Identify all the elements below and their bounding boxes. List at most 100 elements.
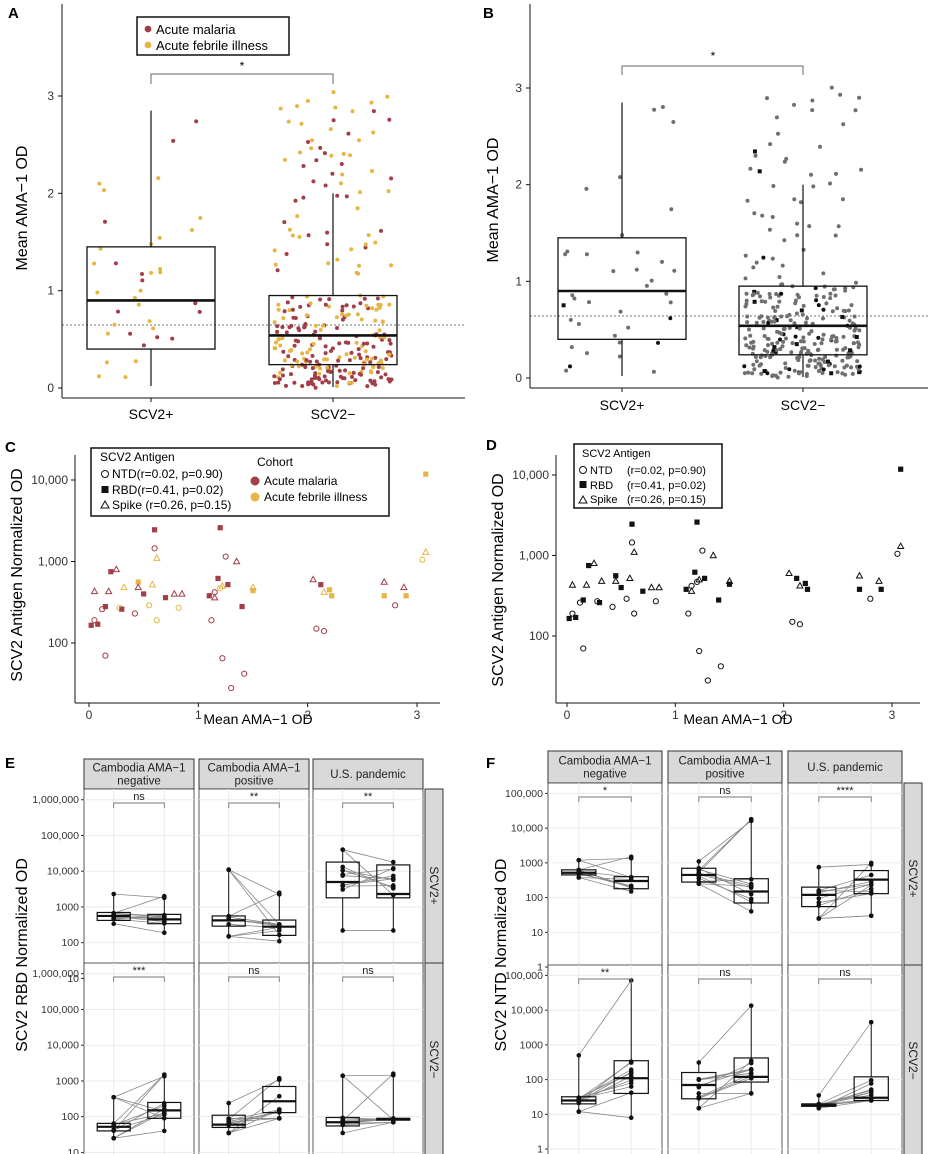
data-point bbox=[794, 342, 799, 347]
box-native bbox=[801, 886, 837, 908]
point-rbd bbox=[95, 621, 101, 627]
pair-line bbox=[228, 869, 280, 925]
y-tick-label-D-1: 1,000 bbox=[519, 549, 549, 563]
data-point bbox=[276, 380, 281, 385]
data-point bbox=[335, 193, 340, 198]
facet-E-0-1: ** bbox=[198, 788, 310, 983]
data-point bbox=[817, 356, 822, 361]
pair-line bbox=[228, 926, 280, 937]
data-point bbox=[770, 256, 775, 261]
data-point bbox=[763, 299, 768, 304]
data-point bbox=[303, 322, 308, 326]
data-point bbox=[788, 318, 793, 323]
pair-line bbox=[113, 1075, 165, 1098]
data-point bbox=[742, 371, 747, 376]
row-strip-label-F-0: SCV2+ bbox=[906, 859, 920, 897]
point-native bbox=[816, 896, 822, 901]
data-point bbox=[833, 233, 838, 238]
data-point bbox=[116, 309, 120, 314]
point-rbd bbox=[318, 582, 324, 588]
point-rbd bbox=[152, 527, 158, 533]
data-point bbox=[334, 384, 339, 388]
data-point bbox=[761, 326, 766, 331]
data-point bbox=[318, 366, 323, 371]
data-point bbox=[276, 302, 281, 307]
data-point bbox=[815, 348, 820, 352]
facet-F-1-0: **NativeDesialylated bbox=[547, 964, 663, 1154]
pair-line bbox=[578, 1082, 632, 1099]
data-point bbox=[744, 291, 749, 296]
pair-line bbox=[113, 1074, 165, 1132]
data-point bbox=[797, 295, 801, 300]
pair-line bbox=[113, 1096, 165, 1119]
data-point bbox=[759, 314, 764, 319]
y-tick-label-A-2: 2 bbox=[47, 186, 54, 200]
point-rbd bbox=[898, 466, 904, 472]
data-point bbox=[813, 358, 818, 363]
data-point bbox=[322, 357, 327, 362]
data-point bbox=[779, 314, 784, 319]
data-point bbox=[292, 380, 297, 385]
data-point bbox=[309, 146, 314, 151]
data-point bbox=[102, 188, 106, 193]
data-point bbox=[816, 303, 821, 308]
facet-strip-label-E-0-0: Cambodia AMA−1 bbox=[92, 763, 185, 775]
point-spike bbox=[148, 580, 157, 588]
data-point bbox=[136, 302, 141, 307]
data-point bbox=[857, 95, 862, 100]
data-point bbox=[310, 366, 315, 371]
data-point bbox=[380, 366, 385, 370]
data-point bbox=[328, 127, 333, 132]
data-point bbox=[850, 371, 855, 376]
point-spike bbox=[611, 576, 620, 584]
data-point bbox=[787, 367, 792, 372]
data-point bbox=[644, 283, 649, 288]
x-tick-label-scv2-pos-b: SCV2+ bbox=[600, 397, 645, 413]
data-point bbox=[311, 179, 316, 184]
data-point bbox=[281, 349, 286, 354]
data-point bbox=[821, 307, 826, 312]
data-point bbox=[758, 355, 763, 360]
data-point bbox=[572, 296, 577, 301]
data-point bbox=[754, 260, 759, 265]
data-point bbox=[779, 291, 784, 296]
data-point bbox=[782, 326, 787, 331]
data-point bbox=[281, 316, 286, 321]
row-strip-F-1 bbox=[903, 964, 923, 1154]
significance-label: ** bbox=[250, 791, 259, 803]
data-point bbox=[757, 363, 762, 368]
data-point bbox=[378, 358, 383, 363]
pair-line bbox=[698, 1093, 752, 1109]
data-point bbox=[618, 309, 623, 314]
pair-line bbox=[113, 916, 165, 920]
point-spike bbox=[695, 575, 704, 583]
data-point bbox=[376, 365, 381, 369]
data-point bbox=[323, 183, 328, 188]
data-point bbox=[358, 301, 363, 306]
data-point bbox=[325, 357, 329, 362]
data-point bbox=[128, 331, 133, 336]
facet-F-0-2: **** bbox=[787, 782, 903, 975]
data-point bbox=[793, 334, 798, 339]
facet-strip-label-E-0-1: negative bbox=[117, 776, 160, 788]
data-point bbox=[765, 349, 770, 354]
data-point bbox=[783, 361, 788, 366]
data-point bbox=[849, 365, 854, 370]
point-spike bbox=[112, 565, 121, 573]
significance-label: **** bbox=[836, 785, 854, 797]
significance-bracket bbox=[113, 802, 165, 808]
pair-line bbox=[698, 869, 752, 885]
point-spike bbox=[210, 593, 219, 601]
panel-d: D SCV2 Antigen Normalized OD 0 1 2 3 100 1,00… bbox=[486, 437, 920, 727]
point-ntd bbox=[696, 647, 703, 655]
point-ntd bbox=[623, 595, 630, 602]
pair-line bbox=[113, 913, 165, 918]
point-ntd bbox=[796, 621, 804, 628]
y-tick-label-E-0-2: 1000 bbox=[56, 901, 80, 913]
point-rbd bbox=[802, 580, 808, 587]
data-point bbox=[389, 377, 394, 382]
significance-label: ns bbox=[719, 785, 731, 797]
data-point bbox=[792, 102, 796, 107]
point-desialylated bbox=[868, 1077, 874, 1083]
data-point bbox=[277, 337, 281, 342]
